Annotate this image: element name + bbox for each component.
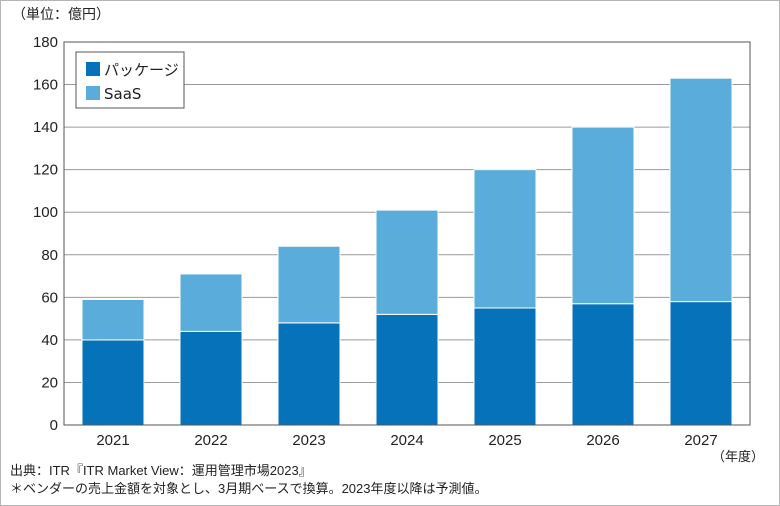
bar-package — [571, 303, 635, 426]
y-tick-label: 20 — [41, 374, 58, 391]
x-tick-label: 2026 — [586, 432, 619, 449]
y-tick-labels: 0 20 40 60 80 100 120 140 160 180 — [33, 34, 58, 434]
x-axis-unit-label: （年度） — [712, 449, 765, 464]
bar-package — [669, 301, 733, 426]
y-tick-label: 120 — [33, 162, 58, 179]
y-axis-unit-label: （単位：億円） — [12, 6, 110, 22]
x-tick-label: 2024 — [390, 432, 423, 449]
y-tick-label: 160 — [33, 77, 58, 94]
legend-label: SaaS — [104, 85, 141, 103]
x-tick-label: 2023 — [292, 432, 325, 449]
axes — [63, 41, 751, 426]
bar-saas — [571, 126, 635, 305]
bar-saas — [669, 77, 733, 303]
legend-label: パッケージ — [104, 61, 179, 79]
y-tick-label: 80 — [41, 247, 58, 264]
x-tick-label: 2022 — [194, 432, 227, 449]
bar-package — [179, 330, 243, 426]
y-tick-label: 40 — [41, 332, 58, 349]
legend: パッケージ SaaS — [75, 51, 185, 109]
bar-saas — [179, 273, 243, 332]
bar-saas — [277, 245, 341, 324]
source-note: 出典：ITR『ITR Market View：運用管理市場2023』 — [10, 463, 312, 478]
bar-saas — [375, 209, 439, 315]
x-tick-labels: 2021 2022 2023 2024 2025 2026 2027 — [96, 432, 717, 449]
bar-package — [81, 339, 145, 426]
legend-swatch — [86, 62, 100, 76]
bar-package — [375, 313, 439, 426]
footnote: ＊ベンダーの売上金額を対象とし、3月期ベースで換算。2023年度以降は予測値。 — [10, 481, 488, 496]
y-tick-label: 60 — [41, 289, 58, 306]
bar-package — [277, 322, 341, 426]
x-tick-label: 2027 — [684, 432, 717, 449]
bars — [81, 77, 733, 426]
y-tick-label: 180 — [33, 34, 58, 51]
bar-package — [473, 307, 537, 426]
legend-swatch — [86, 86, 100, 100]
y-tick-label: 100 — [33, 204, 58, 221]
x-tick-label: 2025 — [488, 432, 521, 449]
bar-saas — [473, 169, 537, 309]
bar-saas — [81, 298, 145, 341]
y-tick-label: 0 — [50, 417, 58, 434]
plot-border — [63, 41, 751, 426]
x-tick-label: 2021 — [96, 432, 129, 449]
y-tick-label: 140 — [33, 119, 58, 136]
